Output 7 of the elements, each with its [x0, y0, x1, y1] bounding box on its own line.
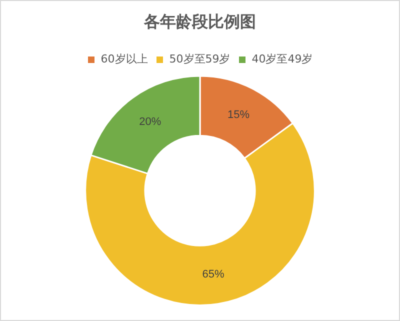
chart-title: 各年龄段比例图 — [143, 12, 256, 31]
legend-label: 60岁以上 — [100, 52, 148, 66]
data-label: 20% — [139, 116, 162, 128]
legend-label: 40岁至49岁 — [252, 52, 313, 66]
data-label: 65% — [202, 268, 224, 280]
data-label: 15% — [228, 109, 250, 122]
legend-label: 50岁至59岁 — [169, 52, 230, 66]
